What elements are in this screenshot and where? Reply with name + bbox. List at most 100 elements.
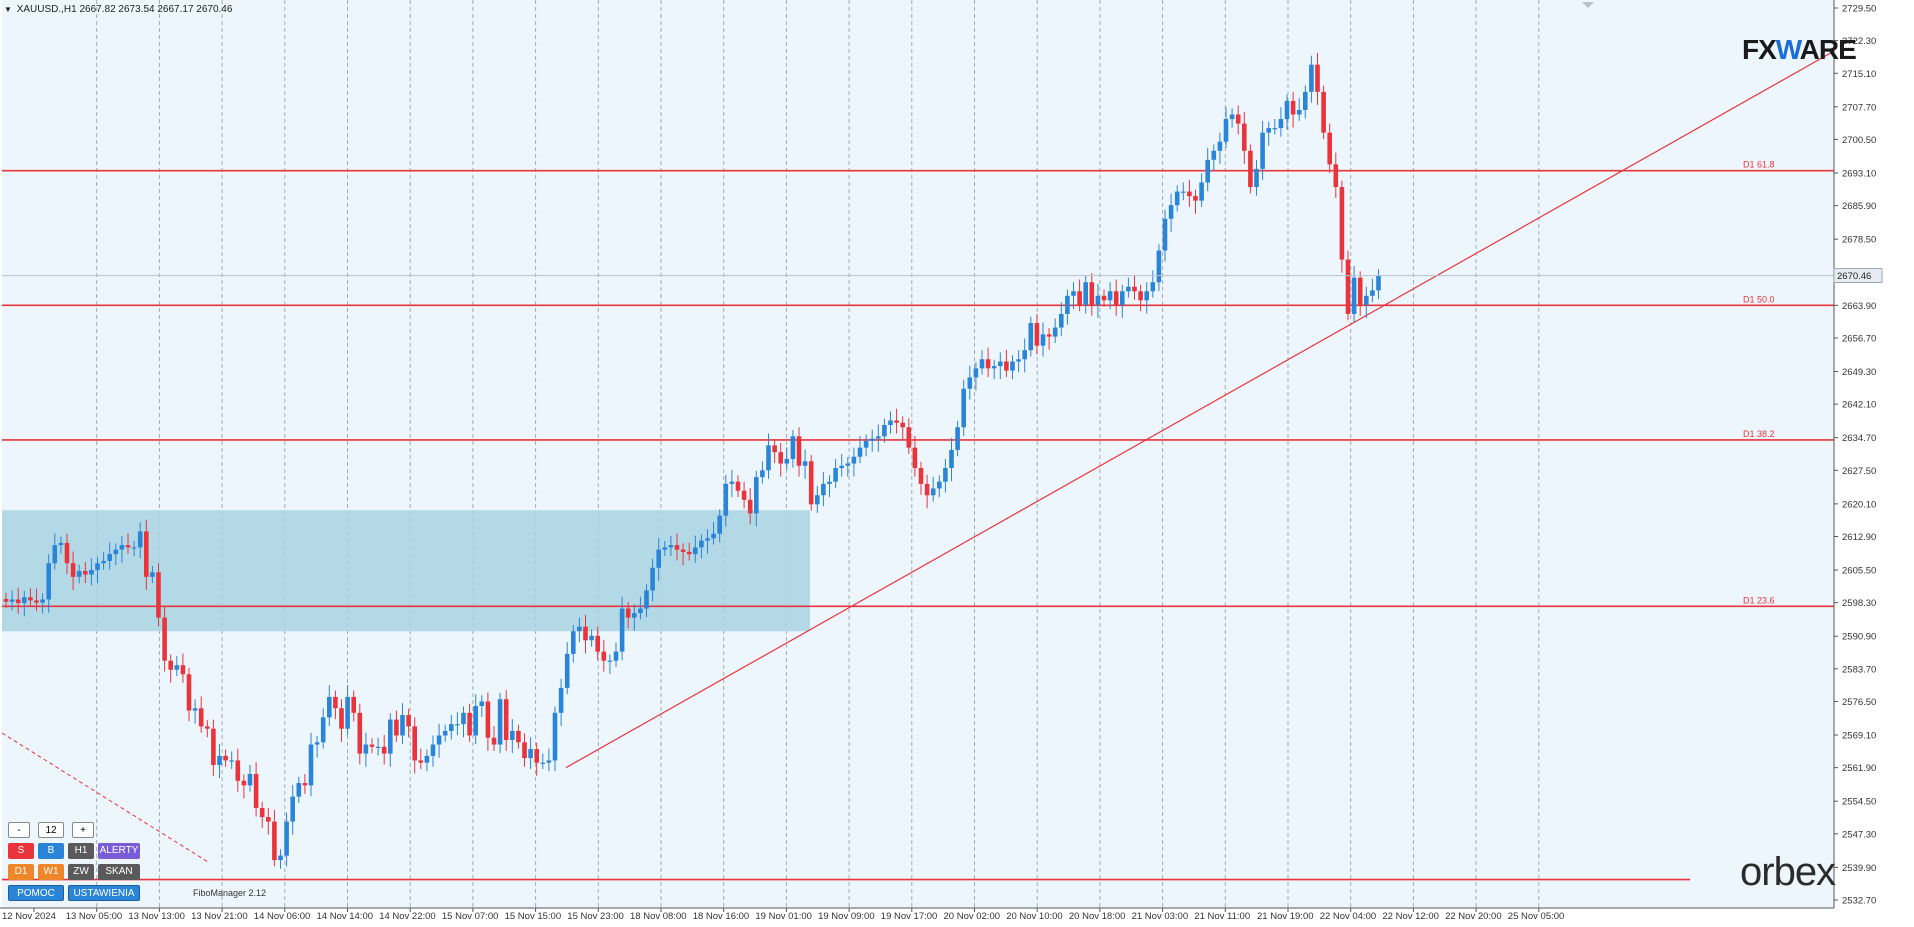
candle-body	[1242, 123, 1247, 151]
skan-button[interactable]: SKAN	[98, 864, 140, 880]
chart-menu-icon[interactable]: ▼	[4, 5, 12, 14]
candle-body	[723, 483, 729, 516]
candle-body	[693, 547, 698, 555]
candle-body	[546, 760, 552, 763]
price-tick-label: 2649.30	[1842, 367, 1876, 378]
time-tick-label: 13 Nov 05:00	[66, 911, 123, 922]
candle-body	[802, 461, 808, 466]
buy-button[interactable]: B	[38, 843, 64, 859]
candle-body	[876, 436, 881, 439]
candle-body	[1284, 100, 1290, 120]
candle-body	[1071, 291, 1076, 296]
candle-body	[1052, 327, 1058, 337]
candle-body	[15, 599, 21, 604]
candle-body	[28, 597, 33, 601]
candle-body	[1126, 286, 1131, 292]
orbex-logo: orbex	[1740, 850, 1836, 894]
sell-button[interactable]: S	[8, 843, 34, 859]
candle-body	[558, 687, 564, 713]
ascending-trendline	[565, 50, 1835, 769]
increase-button[interactable]: +	[72, 822, 94, 838]
d1-button[interactable]: D1	[8, 864, 34, 880]
candle-body	[668, 545, 674, 548]
candle-body	[632, 613, 637, 618]
candle-body	[1303, 91, 1308, 110]
dashed-trendline	[1, 732, 209, 863]
candle-body	[351, 696, 356, 713]
candle-body	[22, 597, 27, 604]
price-tick-label: 2685.90	[1842, 201, 1876, 212]
candle-body	[1022, 350, 1027, 360]
decrease-button[interactable]: -	[8, 822, 30, 838]
chart-header: ▼ XAUUSD.,H1 2667.82 2673.54 2667.17 267…	[4, 4, 232, 15]
candle-body	[607, 660, 613, 662]
candle-body	[571, 631, 576, 654]
candle-body	[930, 488, 936, 496]
candle-body	[625, 608, 631, 618]
candle-body	[857, 447, 863, 457]
candle-body	[1174, 191, 1180, 206]
price-tick-label: 2620.10	[1842, 499, 1876, 510]
candle-body	[650, 567, 655, 591]
candle-body	[821, 483, 826, 496]
candle-body	[284, 821, 289, 856]
candle-body	[1217, 141, 1223, 151]
candle-body	[314, 742, 320, 745]
candle-body	[369, 744, 375, 747]
candle-body	[211, 728, 216, 765]
time-tick-label: 25 Nov 05:00	[1508, 911, 1565, 922]
candle-body	[1370, 290, 1375, 296]
time-tick-label: 12 Nov 2024	[2, 911, 56, 922]
candle-body	[449, 724, 454, 731]
candle-body	[528, 749, 533, 759]
candle-body	[1309, 64, 1314, 92]
candle-body	[302, 783, 308, 786]
price-tick-label: 2547.30	[1842, 829, 1876, 840]
candle-body	[497, 699, 503, 745]
candle-body	[388, 719, 393, 754]
symbol-label: XAUUSD.,H1	[16, 4, 77, 15]
candle-body	[168, 660, 173, 670]
candle-body	[552, 712, 558, 761]
w1-button[interactable]: W1	[38, 864, 64, 880]
alerty-button[interactable]: ALERTY	[98, 843, 140, 859]
candle-body	[1321, 91, 1326, 133]
value-field[interactable]: 12	[38, 822, 64, 838]
candle-body	[1016, 359, 1021, 362]
price-tick-label: 2642.10	[1842, 400, 1876, 411]
candle-body	[973, 368, 979, 378]
candle-body	[943, 468, 948, 482]
candle-body	[699, 540, 704, 548]
candle-body	[1351, 277, 1357, 314]
supply-demand-zone	[2, 510, 810, 632]
candle-body	[747, 499, 753, 514]
candle-body	[735, 481, 741, 491]
candle-body	[741, 490, 747, 500]
candle-body	[1199, 182, 1204, 201]
candle-body	[34, 600, 39, 603]
candle-body	[217, 755, 222, 765]
candle-body	[534, 749, 539, 763]
price-tick-label: 2707.70	[1842, 102, 1876, 113]
price-tick-label: 2605.50	[1842, 566, 1876, 577]
candle-body	[1004, 361, 1009, 371]
pomoc-button[interactable]: POMOC	[8, 885, 64, 901]
ustawienia-button[interactable]: USTAWIENIA	[68, 885, 140, 901]
candle-body	[400, 715, 405, 736]
candle-body	[1077, 291, 1082, 305]
price-tick-label: 2561.90	[1842, 763, 1876, 774]
candle-body	[1205, 159, 1210, 183]
h1-button[interactable]: H1	[68, 843, 94, 859]
candle-body	[76, 570, 82, 577]
candle-body	[1345, 259, 1351, 314]
price-tick-label: 2715.10	[1842, 69, 1876, 80]
candle-body	[339, 708, 344, 729]
zw-button[interactable]: ZW	[68, 864, 94, 880]
candle-body	[125, 545, 131, 548]
candle-body	[516, 730, 521, 743]
price-tick-label: 2598.30	[1842, 598, 1876, 609]
candle-body	[1034, 323, 1040, 346]
candle-body	[1040, 334, 1046, 346]
